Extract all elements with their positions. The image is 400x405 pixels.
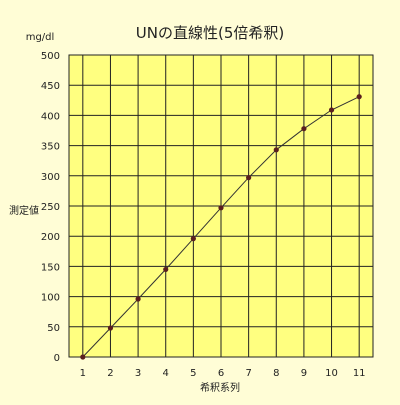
data-point [301, 126, 307, 132]
x-tick-label: 2 [107, 368, 113, 379]
data-point [163, 266, 169, 273]
data-point [246, 175, 252, 181]
y-tick-label: 150 [41, 262, 60, 273]
y-tick-label: 250 [41, 202, 60, 213]
y-tick-label: 50 [47, 323, 60, 334]
grid-lines [69, 54, 373, 358]
x-tick-label: 1 [80, 368, 86, 379]
y-tick-label: 100 [41, 293, 60, 304]
x-tick-label: 8 [273, 368, 279, 379]
x-tick-label: 5 [190, 368, 196, 379]
data-series [80, 94, 362, 360]
x-tick-label: 7 [245, 368, 251, 379]
data-point [190, 236, 196, 242]
y-unit-label: mg/dl [26, 32, 55, 43]
data-point [218, 205, 224, 211]
y-tick-label: 350 [41, 142, 60, 153]
y-tick-label: 400 [41, 111, 60, 122]
x-axis-label: 希釈系列 [200, 381, 240, 394]
x-tick-labels: 1 2 3 4 5 6 7 8 9 10 11 [80, 368, 366, 379]
y-tick-labels: 0 50 100 150 200 250 300 350 400 450 500 [41, 51, 60, 364]
x-tick-label: 3 [135, 368, 141, 379]
x-tick-label: 6 [218, 368, 224, 379]
data-point [273, 147, 279, 153]
data-point [135, 296, 141, 302]
y-tick-label: 500 [41, 51, 60, 62]
y-tick-label: 300 [41, 172, 60, 183]
y-tick-label: 200 [41, 232, 60, 243]
x-tick-label: 11 [353, 368, 366, 379]
data-point [356, 94, 362, 100]
data-point [80, 354, 86, 360]
x-tick-label: 9 [301, 368, 307, 379]
chart-title: UNの直線性(5倍希釈) [136, 24, 284, 42]
x-tick-label: 4 [163, 368, 169, 379]
y-axis-label: 測定値 [9, 204, 39, 217]
x-tick-label: 10 [325, 368, 338, 379]
data-point [328, 107, 335, 113]
data-point [107, 325, 114, 331]
y-tick-label: 0 [54, 353, 60, 364]
y-tick-label: 450 [41, 81, 60, 92]
